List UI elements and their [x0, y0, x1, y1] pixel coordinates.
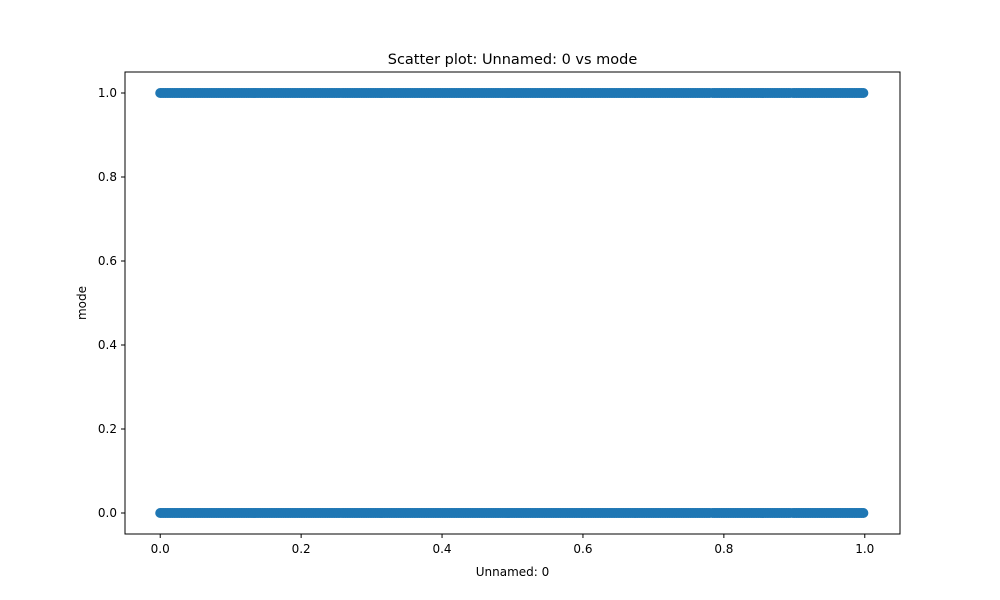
x-tick-label: 0.8: [714, 542, 733, 556]
y-axis-label: mode: [75, 286, 89, 320]
x-axis-ticks: 0.0 0.2 0.4 0.6 0.8 1.0: [151, 534, 874, 556]
x-tick-label: 0.6: [573, 542, 592, 556]
y-tick-label: 0.2: [98, 422, 117, 436]
x-tick-label: 0.2: [292, 542, 311, 556]
scatter-point: [858, 88, 869, 98]
scatter-point: [858, 508, 869, 518]
chart-title: Scatter plot: Unnamed: 0 vs mode: [388, 52, 638, 68]
x-tick-label: 1.0: [855, 542, 874, 556]
x-axis-label: Unnamed: 0: [476, 565, 550, 579]
plot-area-frame: [124, 71, 901, 535]
x-tick-label: 0.4: [432, 542, 451, 556]
y-tick-label: 0.6: [98, 254, 117, 268]
y-tick-label: 0.8: [98, 170, 117, 184]
y-tick-label: 1.0: [98, 86, 117, 100]
y-axis-ticks: 0.0 0.2 0.4 0.6 0.8 1.0: [98, 86, 125, 520]
y-tick-label: 0.0: [98, 506, 117, 520]
x-tick-label: 0.0: [151, 542, 170, 556]
data-points: [155, 88, 869, 518]
y-tick-label: 0.4: [98, 338, 117, 352]
